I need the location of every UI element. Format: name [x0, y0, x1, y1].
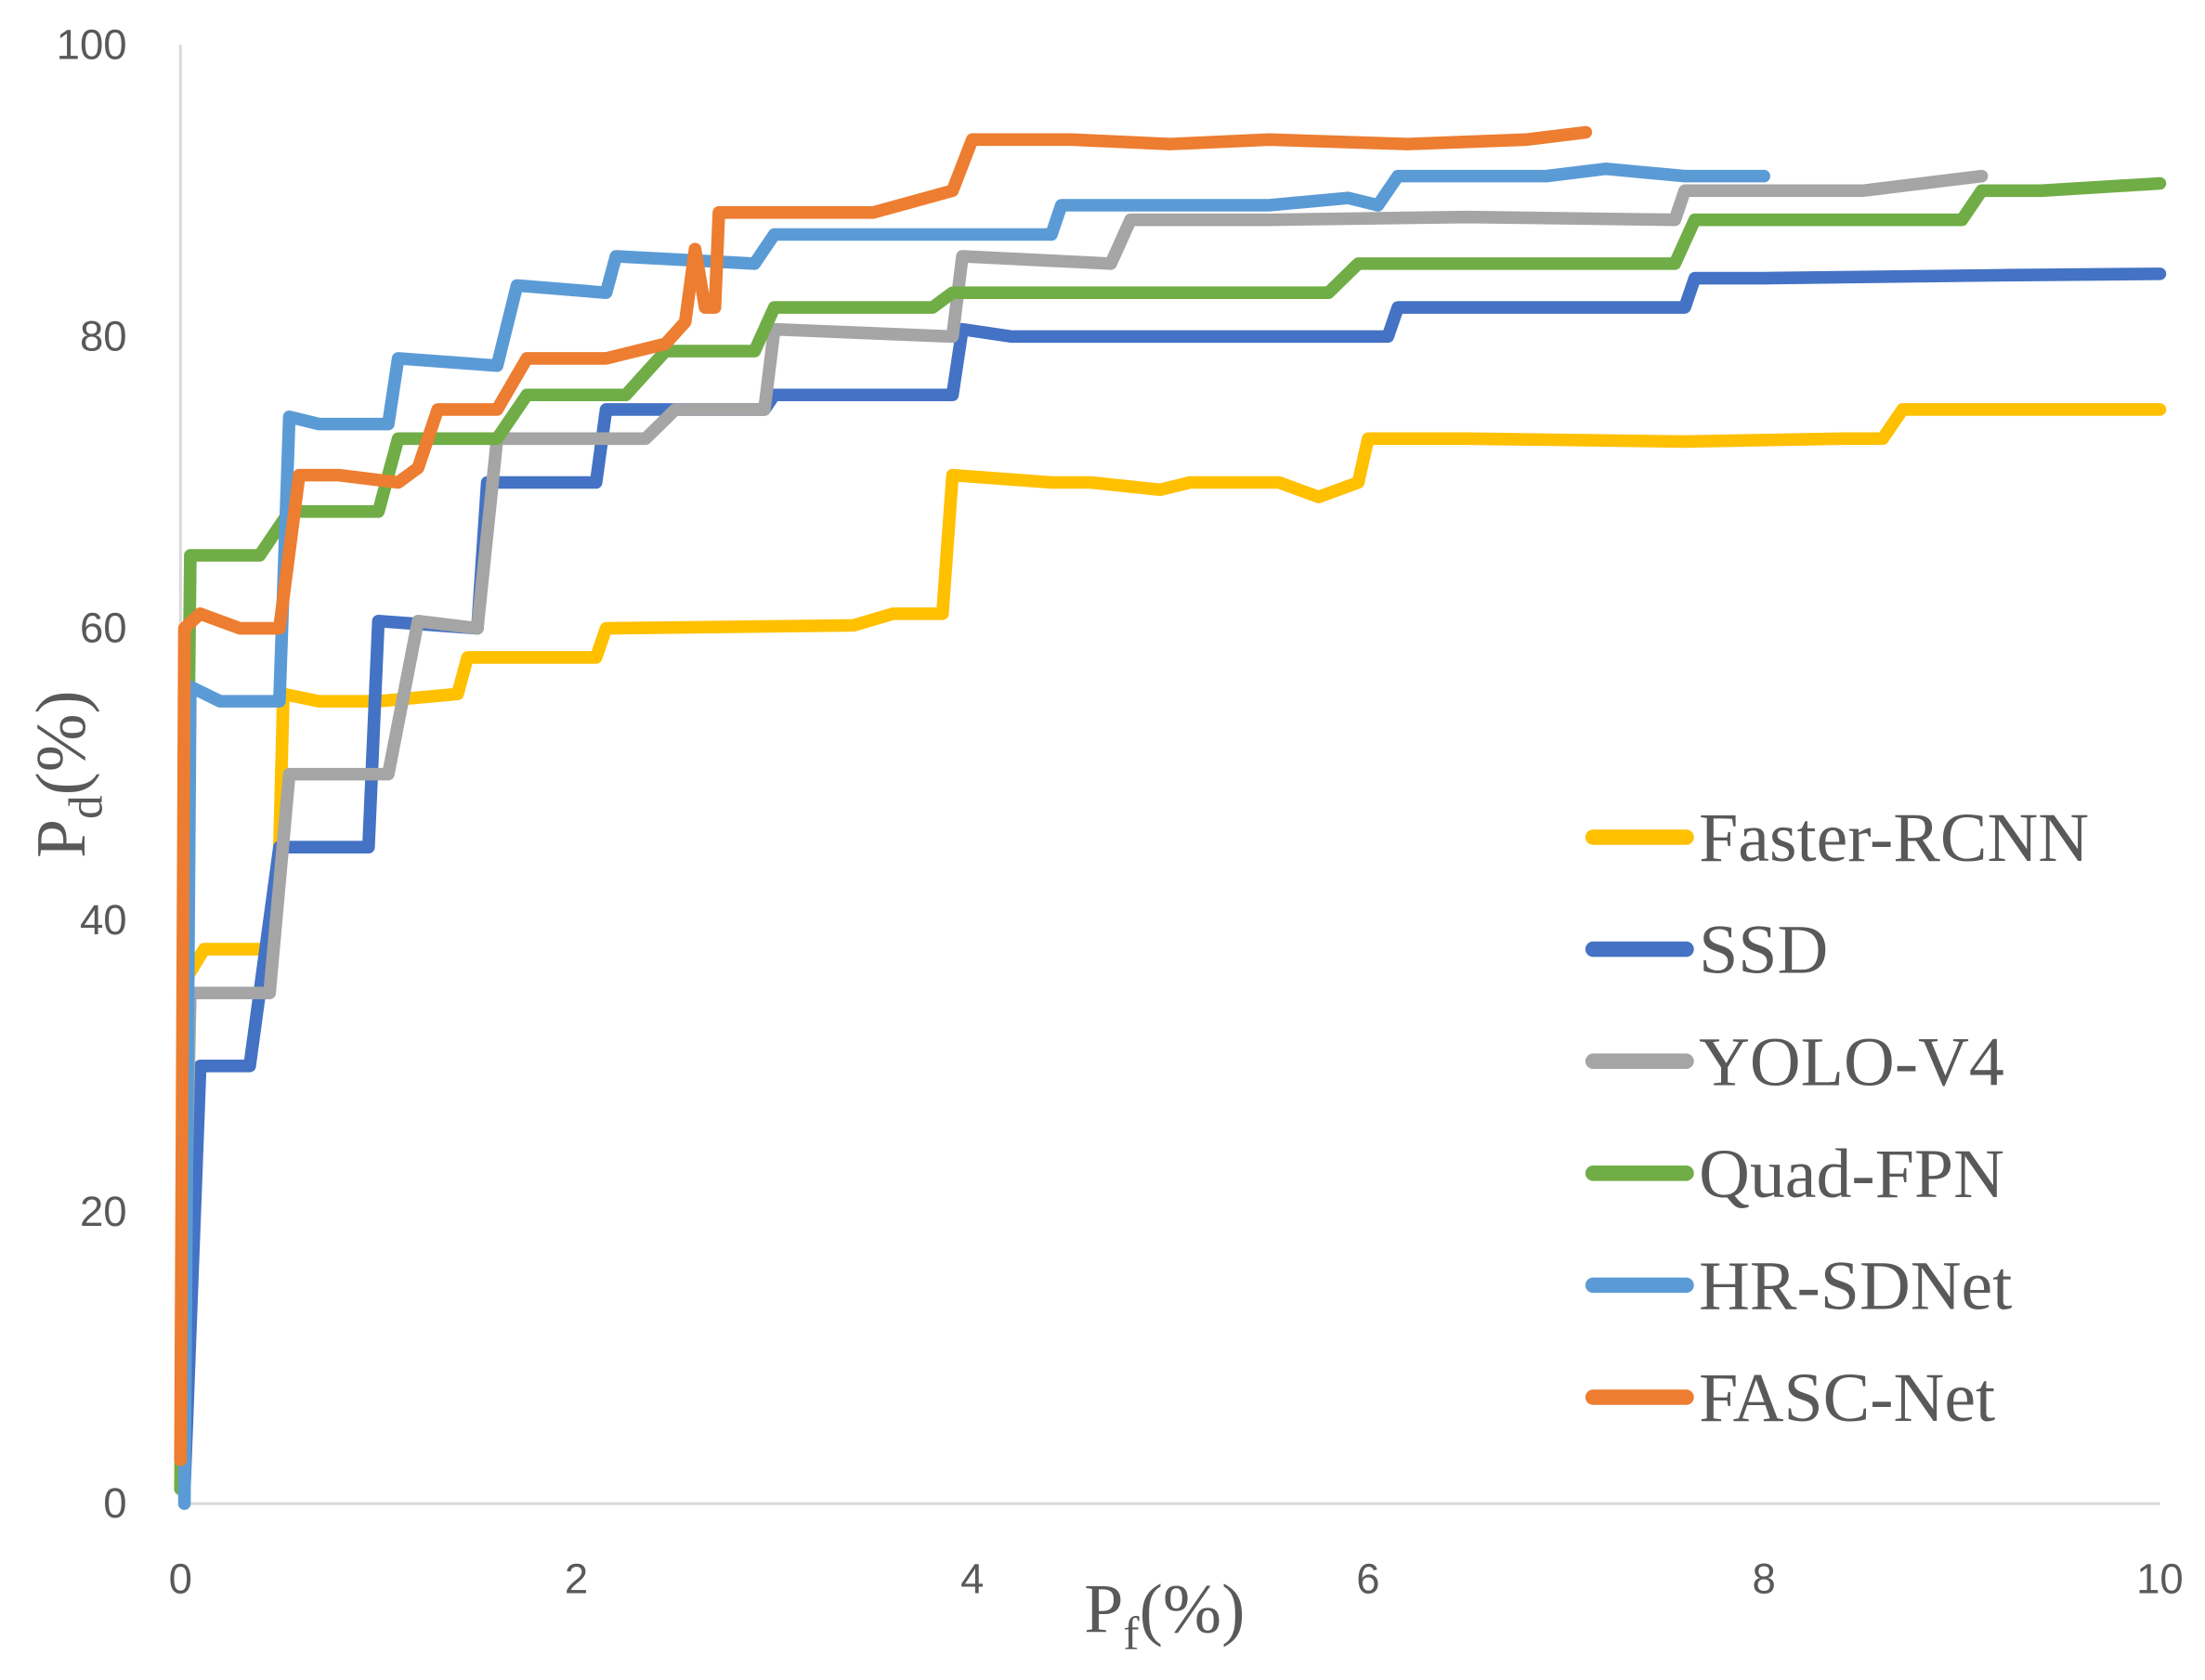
legend-label-ssd: SSD: [1699, 912, 1828, 989]
x-tick-labels: 0 2 4 6 8 10: [169, 1556, 2184, 1603]
y-tick-100: 100: [57, 20, 127, 68]
x-tick-4: 4: [960, 1556, 984, 1603]
x-tick-6: 6: [1356, 1556, 1379, 1603]
series-line-hr-sdnet: [177, 163, 1771, 1510]
y-axis-title: Pd(%): [23, 690, 112, 858]
y-tick-20: 20: [80, 1188, 127, 1235]
legend: Faster-RCNN SSD YOLO-V4 Quad-FPN HR-SDNet FAS…: [1585, 800, 2089, 1437]
legend-label-hr-sdnet: HR-SDNet: [1699, 1248, 2012, 1325]
x-tick-10: 10: [2136, 1556, 2184, 1603]
legend-label-quad-fpn: Quad-FPN: [1699, 1136, 2004, 1213]
legend-label-faster-rcnn: Faster-RCNN: [1699, 800, 2089, 877]
x-axis-title: Pf(%): [1084, 1571, 1245, 1660]
y-tick-0: 0: [103, 1479, 126, 1527]
y-tick-labels: 0 20 40 60 80 100: [57, 20, 127, 1527]
x-tick-8: 8: [1753, 1556, 1776, 1603]
series-line-yolo-v4: [174, 169, 1989, 1466]
legend-label-yolo-v4: YOLO-V4: [1699, 1024, 2004, 1101]
series-lines: [174, 125, 2167, 1510]
x-tick-0: 0: [169, 1556, 192, 1603]
y-tick-80: 80: [80, 313, 127, 360]
y-tick-40: 40: [80, 896, 127, 944]
x-tick-2: 2: [565, 1556, 588, 1603]
legend-label-fasc-net: FASC-Net: [1699, 1360, 1995, 1437]
series-line-fasc-net: [174, 125, 1593, 1466]
y-tick-60: 60: [80, 605, 127, 652]
